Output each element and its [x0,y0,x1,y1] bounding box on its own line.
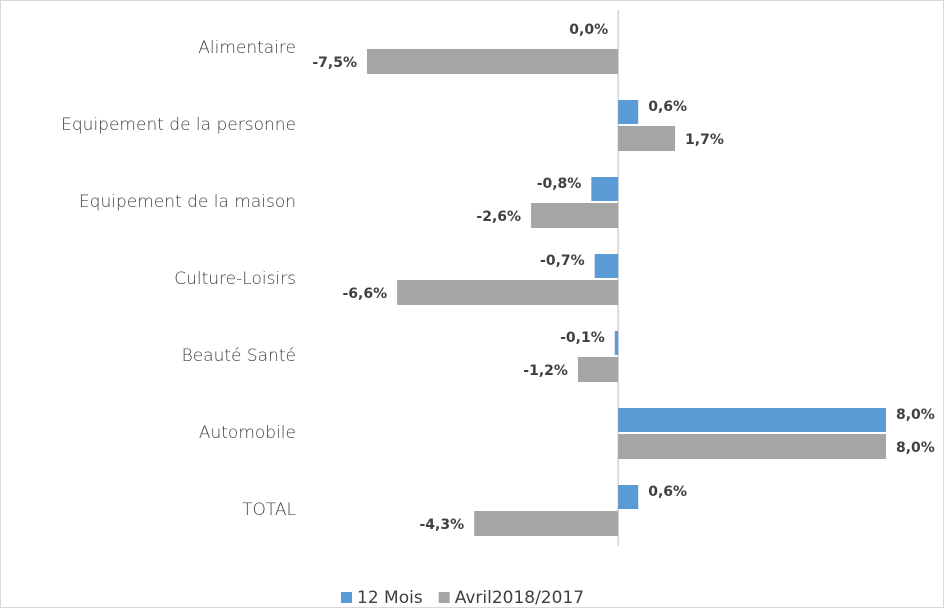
value-label: 8,0% [896,440,935,456]
category-label: Equipement de la maison [79,192,296,212]
value-label: 0,6% [648,99,687,115]
value-label: -6,6% [342,286,387,302]
category-label: Automobile [199,423,296,443]
legend-swatch [341,592,352,603]
value-label: 1,7% [685,132,724,148]
bar [577,357,619,382]
category-label: Culture-Loisirs [174,269,296,289]
legend-label: Avril2018/2017 [455,588,584,608]
bar [367,49,619,74]
value-label: 0,6% [648,484,687,500]
bar [618,126,676,151]
value-label: -4,3% [420,517,465,533]
bar [591,177,619,201]
bar [531,203,619,228]
value-label: -0,8% [537,176,582,192]
legend-label: 12 Mois [357,588,423,608]
category-label: Equipement de la personne [61,115,296,135]
bar [618,485,639,509]
bar [618,100,639,124]
bar [594,254,619,278]
category-label: Alimentaire [198,38,296,58]
value-label: 0,0% [569,22,608,38]
legend-swatch [438,592,450,603]
value-label: -7,5% [312,55,357,71]
category-label: TOTAL [242,500,296,520]
bar [397,280,619,305]
category-label: Beauté Santé [182,346,296,366]
value-label: -2,6% [476,209,521,225]
bar [614,331,619,355]
bar [618,408,886,432]
value-label: 8,0% [896,407,935,423]
value-label: -0,7% [540,253,585,269]
bar [618,434,886,459]
bar [474,511,619,536]
value-label: -1,2% [523,363,568,379]
value-label: -0,1% [560,330,605,346]
